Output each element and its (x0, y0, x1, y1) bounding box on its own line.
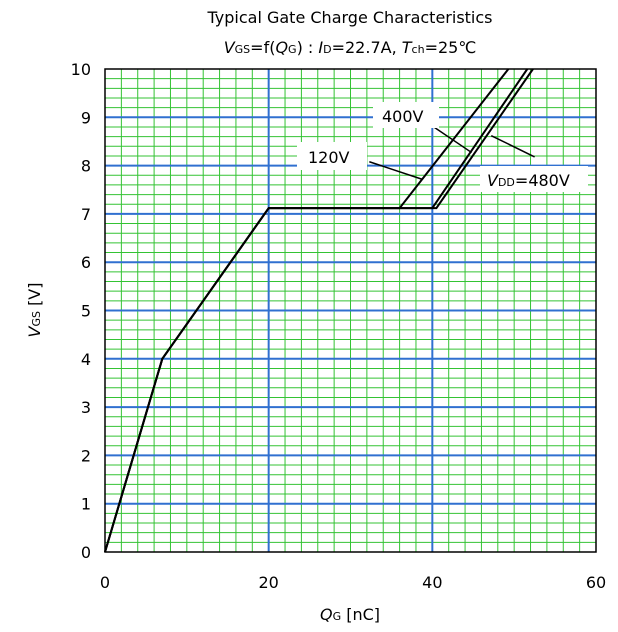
y-tick-label: 8 (81, 157, 91, 176)
y-tick-label: 7 (81, 205, 91, 224)
series-layer (104, 68, 534, 553)
y-tick-label: 4 (81, 350, 91, 369)
annotation-400v: 400V (382, 107, 424, 126)
leader-line-400v (431, 125, 473, 154)
y-tick-label: 2 (81, 446, 91, 465)
x-tick-label: 60 (586, 573, 606, 592)
chart-title: Typical Gate Charge Characteristics (206, 8, 492, 27)
annotation-480v-bg (480, 166, 588, 192)
y-tick-label: 6 (81, 253, 91, 272)
x-tick-label: 0 (100, 573, 110, 592)
plot-frame (104, 68, 597, 553)
grid-major (105, 69, 596, 552)
annotation-480v: VDD=480V (487, 171, 570, 190)
annotation-leaders (369, 125, 535, 180)
y-tick-label: 0 (81, 543, 91, 562)
x-axis-label: QG [nC] (320, 605, 380, 624)
y-axis-label: VGS [V] (25, 283, 44, 338)
leader-line-120v (369, 161, 422, 180)
x-tick-label: 40 (422, 573, 442, 592)
annotation-400v-bg (373, 102, 439, 128)
y-tick-labels: 0 1 2 3 4 5 6 7 8 9 10 (71, 60, 91, 562)
chart-subtitle: VGS=f(QG) : ID=22.7A, Tch=25℃ (224, 38, 477, 57)
y-tick-label: 9 (81, 108, 91, 127)
y-tick-label: 1 (81, 495, 91, 514)
annotation-120v: 120V (308, 148, 350, 167)
y-tick-label: 10 (71, 60, 91, 79)
x-tick-label: 20 (258, 573, 278, 592)
series-line-480v (104, 68, 534, 553)
y-tick-label: 3 (81, 398, 91, 417)
annotation-120v-bg (297, 142, 367, 170)
leader-line-480v (490, 134, 535, 158)
x-tick-labels: 0 20 40 60 (100, 573, 606, 592)
y-tick-label: 5 (81, 302, 91, 321)
